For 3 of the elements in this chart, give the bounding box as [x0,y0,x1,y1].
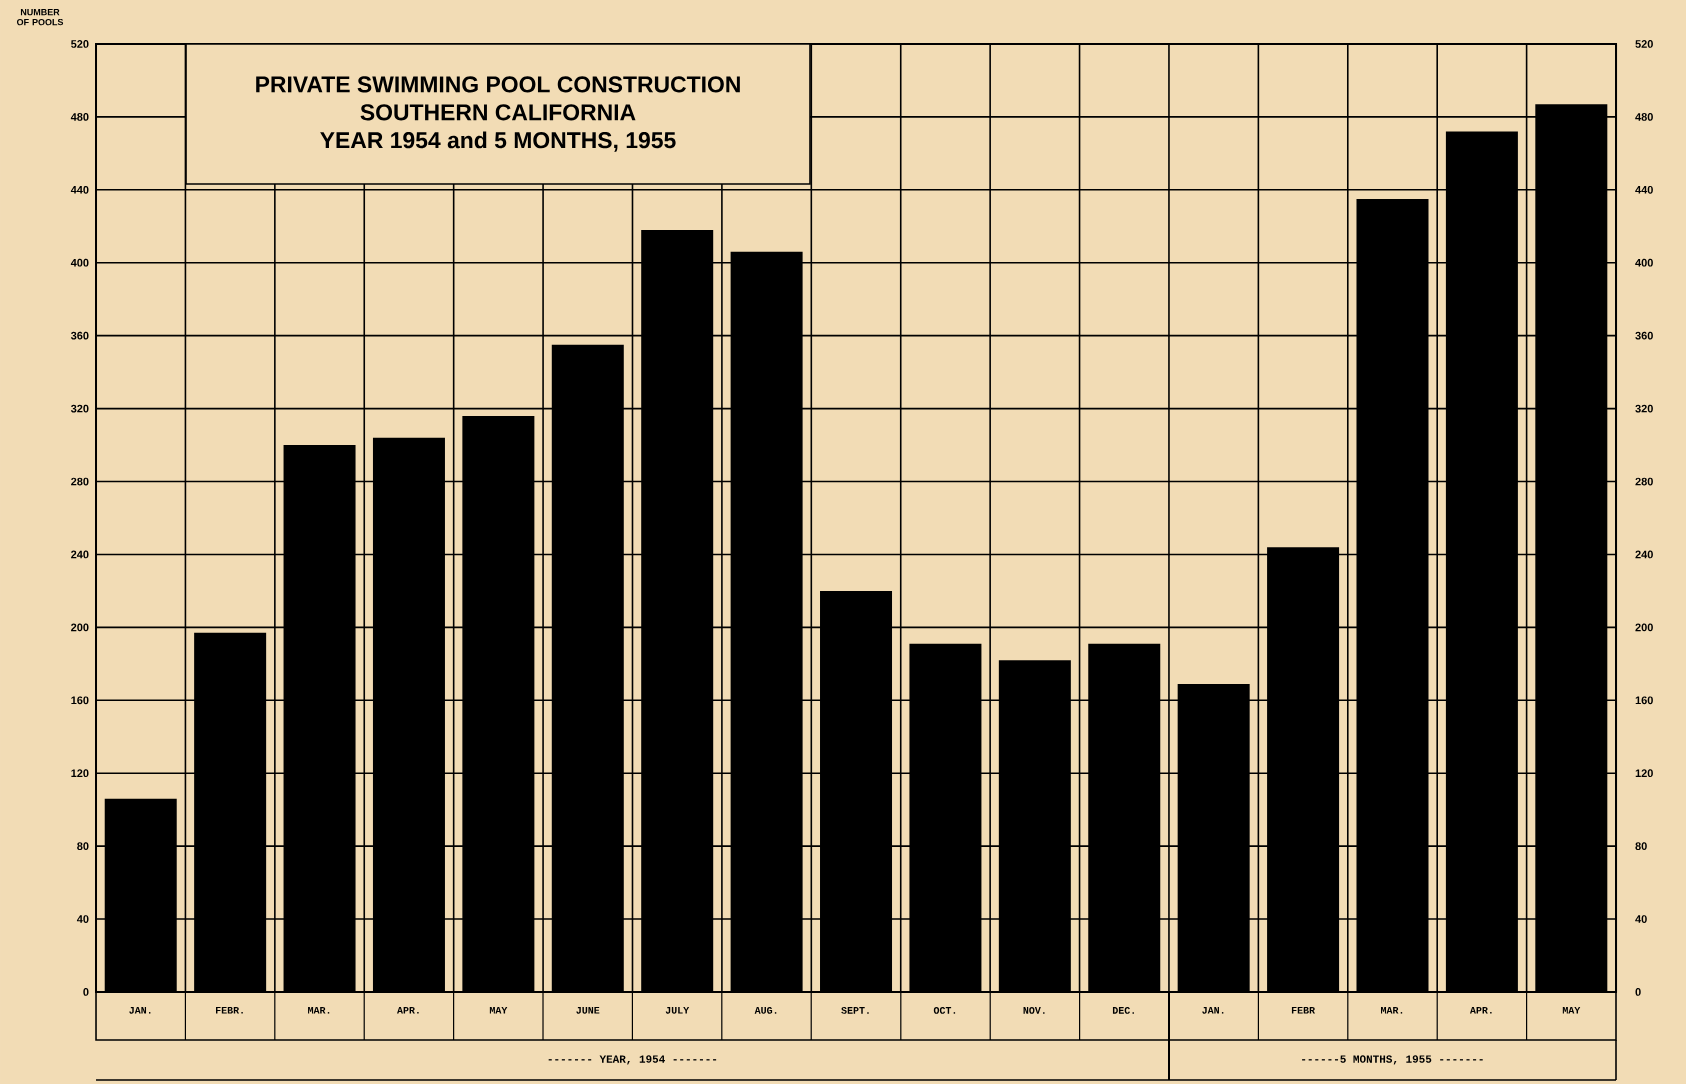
annotation: YEAR 1954 and 5 MONTHS, 1955 [320,131,676,152]
text: SOUTHERN CALIFORNIA [360,104,636,121]
text: PRIVATE SWIMMING POOL CONSTRUCTION [256,76,740,93]
